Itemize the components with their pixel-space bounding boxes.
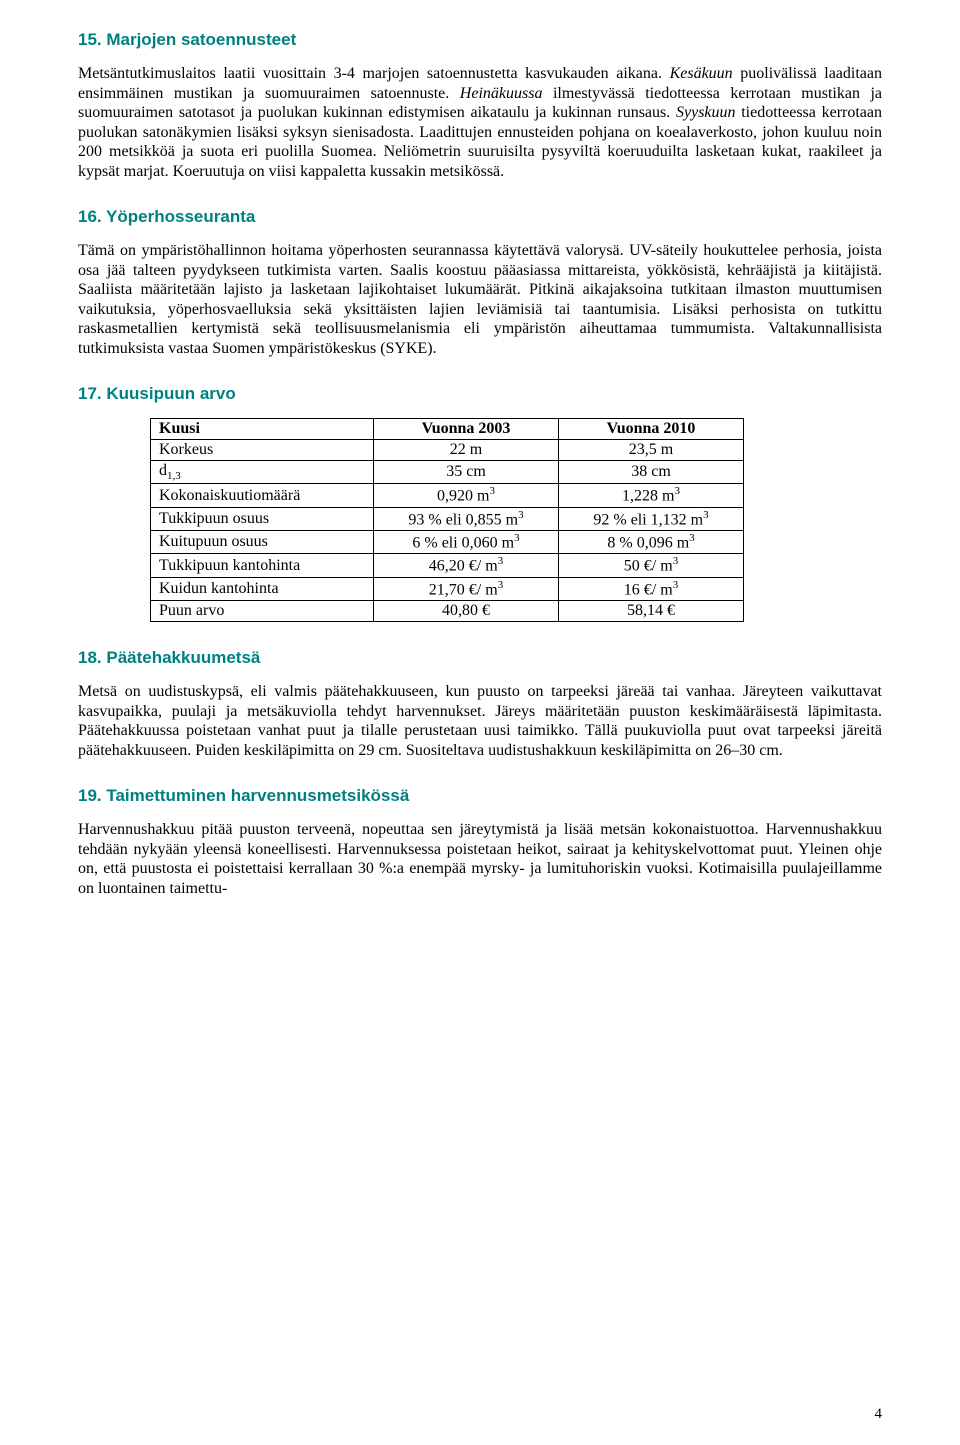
th-2003: Vuonna 2003: [374, 419, 559, 440]
table-row: Kuidun kantohinta 21,70 €/ m3 16 €/ m3: [151, 577, 744, 600]
cell-label: Tukkipuun osuus: [151, 507, 374, 530]
cell-label: d1,3: [151, 461, 374, 484]
val-sup: 3: [518, 509, 524, 521]
val-sup: 3: [489, 485, 495, 497]
val-sup: 3: [498, 579, 504, 591]
cell-2010: 16 €/ m3: [559, 577, 744, 600]
cell-2010: 50 €/ m3: [559, 554, 744, 577]
cell-label: Korkeus: [151, 440, 374, 461]
th-2010: Vuonna 2010: [559, 419, 744, 440]
val-pre: 0,920 m: [437, 488, 489, 505]
table-row: Tukkipuun osuus 93 % eli 0,855 m3 92 % e…: [151, 507, 744, 530]
cell-2003: 22 m: [374, 440, 559, 461]
val-pre: 6 % eli 0,060 m: [412, 534, 514, 551]
cell-2010: 23,5 m: [559, 440, 744, 461]
table-row: Kuitupuun osuus 6 % eli 0,060 m3 8 % 0,0…: [151, 531, 744, 554]
val-pre: 21,70 €/ m: [429, 581, 498, 598]
heading-15: 15. Marjojen satoennusteet: [78, 30, 882, 50]
para-15: Metsäntutkimuslaitos laatii vuosittain 3…: [78, 64, 882, 181]
heading-16: 16. Yöperhosseuranta: [78, 207, 882, 227]
val-pre: 92 % eli 1,132 m: [593, 511, 703, 528]
cell-2003: 0,920 m3: [374, 484, 559, 507]
cell-label: Kokonaiskuutiomäärä: [151, 484, 374, 507]
para-15-italic2: Heinäkuussa: [460, 85, 543, 102]
val-sup: 3: [673, 579, 679, 591]
table-row: Kokonaiskuutiomäärä 0,920 m3 1,228 m3: [151, 484, 744, 507]
cell-2010: 38 cm: [559, 461, 744, 484]
val-pre: 1,228 m: [622, 488, 674, 505]
d-prefix: d: [159, 462, 167, 479]
table-row: Puun arvo 40,80 € 58,14 €: [151, 601, 744, 622]
cell-label: Puun arvo: [151, 601, 374, 622]
heading-17: 17. Kuusipuun arvo: [78, 384, 882, 404]
cell-label: Kuidun kantohinta: [151, 577, 374, 600]
table-row: Tukkipuun kantohinta 46,20 €/ m3 50 €/ m…: [151, 554, 744, 577]
val-pre: 16 €/ m: [624, 581, 673, 598]
cell-2003: 40,80 €: [374, 601, 559, 622]
cell-2010: 58,14 €: [559, 601, 744, 622]
val-sup: 3: [689, 532, 695, 544]
val-sup: 3: [498, 555, 504, 567]
heading-18: 18. Päätehakkuumetsä: [78, 648, 882, 668]
cell-label: Tukkipuun kantohinta: [151, 554, 374, 577]
table-header-row: Kuusi Vuonna 2003 Vuonna 2010: [151, 419, 744, 440]
val-pre: 50 €/ m: [624, 558, 673, 575]
val-sup: 3: [514, 532, 520, 544]
val-pre: 93 % eli 0,855 m: [408, 511, 518, 528]
table-row: Korkeus 22 m 23,5 m: [151, 440, 744, 461]
cell-2010: 92 % eli 1,132 m3: [559, 507, 744, 530]
page-number: 4: [875, 1406, 883, 1423]
heading-19: 19. Taimettuminen harvennusmetsikössä: [78, 786, 882, 806]
val-sup: 3: [674, 485, 680, 497]
cell-2003: 46,20 €/ m3: [374, 554, 559, 577]
cell-2003: 21,70 €/ m3: [374, 577, 559, 600]
table-row: d1,3 35 cm 38 cm: [151, 461, 744, 484]
val-pre: 8 % 0,096 m: [607, 534, 689, 551]
page: 15. Marjojen satoennusteet Metsäntutkimu…: [0, 0, 960, 1445]
cell-2003: 6 % eli 0,060 m3: [374, 531, 559, 554]
cell-2003: 35 cm: [374, 461, 559, 484]
val-pre: 46,20 €/ m: [429, 558, 498, 575]
para-15-italic1: Kesäkuun: [670, 65, 733, 82]
cell-label: Kuitupuun osuus: [151, 531, 374, 554]
d-sub: 1,3: [167, 470, 181, 482]
th-kuusi: Kuusi: [151, 419, 374, 440]
para-16: Tämä on ympäristöhallinnon hoitama yöper…: [78, 241, 882, 358]
val-sup: 3: [673, 555, 679, 567]
para-15-italic3: Syyskuun: [676, 104, 736, 121]
val-sup: 3: [703, 509, 709, 521]
cell-2003: 93 % eli 0,855 m3: [374, 507, 559, 530]
para-19: Harvennushakkuu pitää puuston terveenä, …: [78, 820, 882, 898]
kuusipuun-table: Kuusi Vuonna 2003 Vuonna 2010 Korkeus 22…: [150, 418, 744, 622]
para-15-pre: Metsäntutkimuslaitos laatii vuosittain 3…: [78, 65, 670, 82]
para-18: Metsä on uudistuskypsä, eli valmis pääte…: [78, 682, 882, 760]
cell-2010: 1,228 m3: [559, 484, 744, 507]
cell-2010: 8 % 0,096 m3: [559, 531, 744, 554]
